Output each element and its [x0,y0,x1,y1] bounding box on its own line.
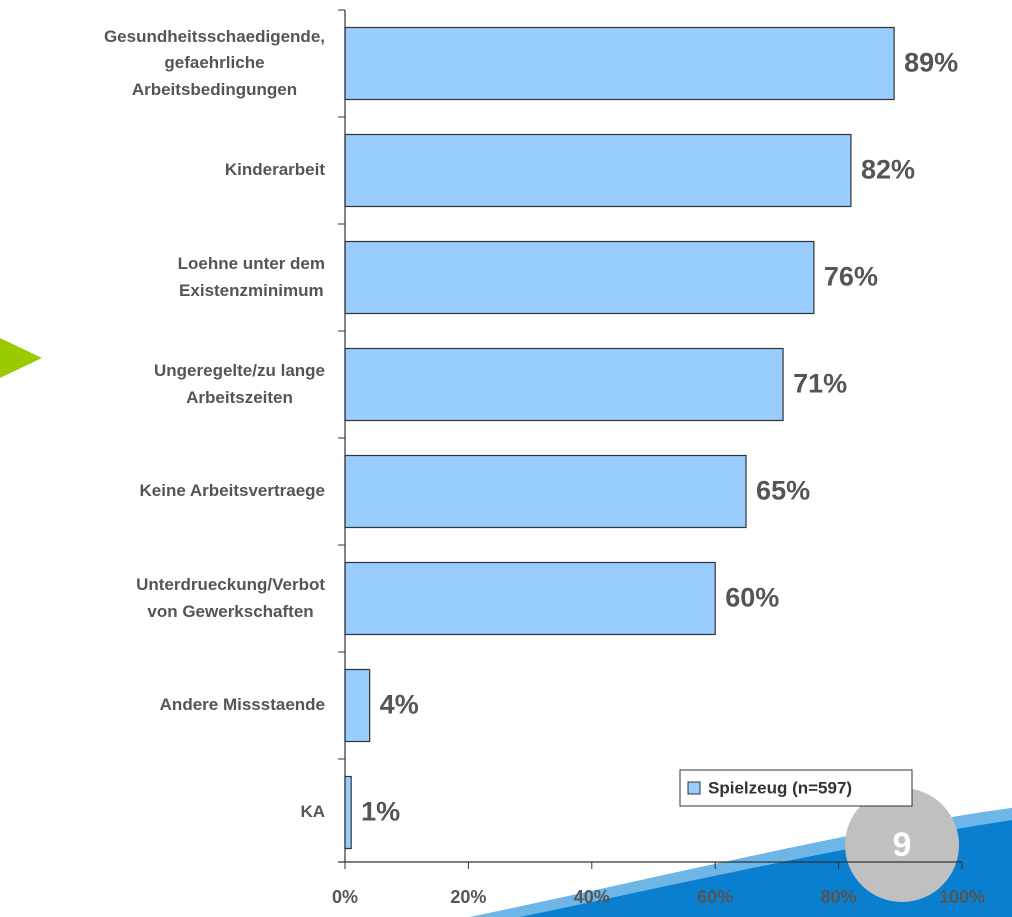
slide-arrow [0,338,42,378]
value-label: 76% [824,262,878,292]
category-label: KA [300,802,325,822]
category-label-box: Keine Arbeitsvertraege [139,438,325,545]
page-badge [845,788,959,902]
x-tick-label: 0% [332,887,358,907]
category-label: Andere Missstaende [159,695,325,715]
category-label: Keine Arbeitsvertraege [139,481,325,501]
value-label: 4% [380,690,419,720]
category-label: Loehne unter dem Existenzminimum [177,254,325,300]
x-tick-label: 20% [450,887,486,907]
bar [344,561,716,636]
legend-label: Spielzeug (n=597) [708,778,852,797]
value-label: 65% [756,476,810,506]
value-label: 60% [725,583,779,613]
x-tick-label: 100% [939,887,985,907]
category-label-box: Loehne unter dem Existenzminimum [178,224,325,331]
bar [344,240,815,315]
bar [344,347,784,422]
category-label: Gesundheitsschaedigende, gefaehrliche Ar… [103,26,325,99]
category-label: Ungeregelte/zu lange Arbeitszeiten [154,361,325,407]
bar [344,26,895,101]
x-tick-label: 60% [697,887,733,907]
value-label: 82% [861,155,915,185]
category-label-box: KA [300,759,325,866]
x-tick-label: 40% [574,887,610,907]
category-label: Kinderarbeit [224,160,325,180]
bar [344,454,747,529]
legend-swatch [687,781,701,795]
category-label: Unterdrueckung/Verbot von Gewerkschaften [136,575,325,621]
x-tick-label: 80% [821,887,857,907]
category-label-box: Andere Missstaende [160,652,325,759]
legend-box [679,769,913,807]
bar [344,668,371,743]
value-label: 71% [793,369,847,399]
category-label-box: Gesundheitsschaedigende, gefaehrliche Ar… [104,10,325,117]
category-label-box: Ungeregelte/zu lange Arbeitszeiten [154,331,325,438]
page-number: 9 [893,826,912,864]
value-label: 1% [361,797,400,827]
bar [344,133,852,208]
category-label-box: Unterdrueckung/Verbot von Gewerkschaften [136,545,325,652]
value-label: 89% [904,48,958,78]
bar [344,775,352,850]
category-label-box: Kinderarbeit [225,117,325,224]
